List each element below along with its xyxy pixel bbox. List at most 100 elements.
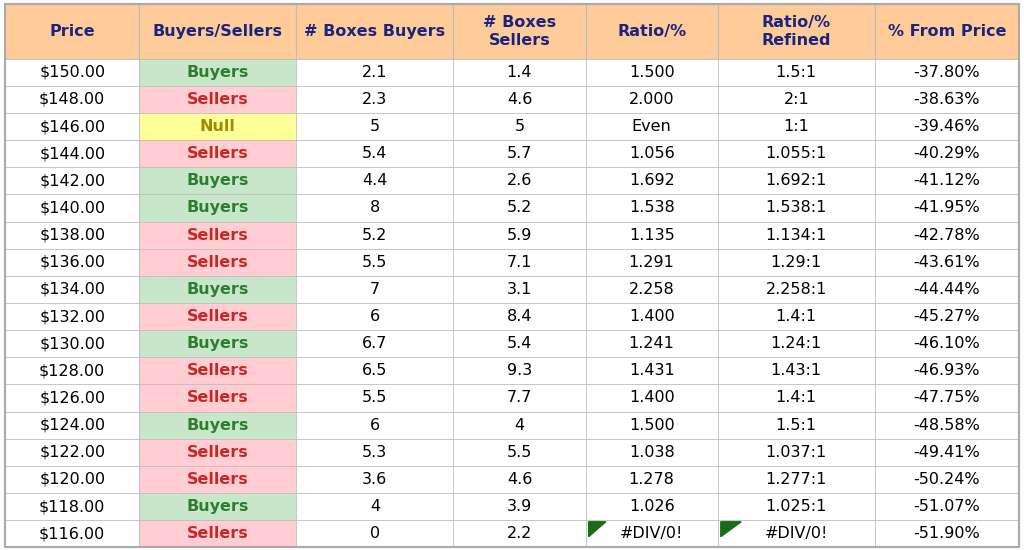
Text: 5.2: 5.2 bbox=[507, 200, 532, 216]
Bar bbox=[874, 113, 1019, 140]
Text: 1.134:1: 1.134:1 bbox=[766, 228, 827, 243]
Text: 5.7: 5.7 bbox=[507, 146, 532, 161]
Text: Sellers: Sellers bbox=[187, 146, 249, 161]
Bar bbox=[139, 194, 296, 222]
Text: #DIV/0!: #DIV/0! bbox=[765, 526, 827, 541]
Text: Sellers: Sellers bbox=[187, 445, 249, 460]
Bar bbox=[296, 358, 454, 384]
Text: 3.6: 3.6 bbox=[362, 472, 387, 487]
Text: Buyers: Buyers bbox=[186, 65, 249, 80]
Text: -37.80%: -37.80% bbox=[913, 65, 980, 80]
Bar bbox=[874, 466, 1019, 493]
Bar bbox=[874, 520, 1019, 547]
Text: 5.5: 5.5 bbox=[362, 255, 387, 270]
Bar bbox=[139, 276, 296, 303]
Text: 1.538: 1.538 bbox=[629, 200, 675, 216]
Bar bbox=[586, 276, 718, 303]
Text: 5.3: 5.3 bbox=[362, 445, 387, 460]
Text: -46.10%: -46.10% bbox=[913, 336, 980, 351]
Bar bbox=[296, 222, 454, 249]
Text: 5.2: 5.2 bbox=[362, 228, 387, 243]
Text: 7.1: 7.1 bbox=[507, 255, 532, 270]
Bar bbox=[454, 86, 586, 113]
Bar bbox=[5, 4, 139, 59]
Bar bbox=[296, 384, 454, 411]
Bar bbox=[586, 140, 718, 167]
Text: 5.5: 5.5 bbox=[507, 445, 532, 460]
Bar bbox=[874, 303, 1019, 330]
Bar bbox=[5, 194, 139, 222]
Bar bbox=[296, 86, 454, 113]
Bar bbox=[5, 86, 139, 113]
Text: Buyers: Buyers bbox=[186, 200, 249, 216]
Bar bbox=[874, 140, 1019, 167]
Bar bbox=[718, 439, 874, 466]
Text: $144.00: $144.00 bbox=[39, 146, 105, 161]
Bar bbox=[5, 330, 139, 358]
Text: 9.3: 9.3 bbox=[507, 364, 532, 378]
Text: 5: 5 bbox=[370, 119, 380, 134]
Text: $120.00: $120.00 bbox=[39, 472, 105, 487]
Text: $136.00: $136.00 bbox=[39, 255, 105, 270]
Bar bbox=[5, 249, 139, 276]
Text: 1.026: 1.026 bbox=[629, 499, 675, 514]
Text: -40.29%: -40.29% bbox=[913, 146, 980, 161]
Bar bbox=[5, 358, 139, 384]
Bar bbox=[718, 86, 874, 113]
Text: 2.258: 2.258 bbox=[629, 282, 675, 297]
Bar bbox=[296, 113, 454, 140]
Text: 3.1: 3.1 bbox=[507, 282, 532, 297]
Text: 1.500: 1.500 bbox=[629, 417, 675, 433]
Bar bbox=[139, 140, 296, 167]
Text: 1.500: 1.500 bbox=[629, 65, 675, 80]
Text: $116.00: $116.00 bbox=[39, 526, 105, 541]
Text: Buyers: Buyers bbox=[186, 173, 249, 188]
Text: -48.58%: -48.58% bbox=[913, 417, 980, 433]
Text: 5.4: 5.4 bbox=[362, 146, 387, 161]
Bar bbox=[586, 358, 718, 384]
Text: 1.5:1: 1.5:1 bbox=[776, 417, 817, 433]
Text: 5.5: 5.5 bbox=[362, 390, 387, 405]
Bar bbox=[454, 276, 586, 303]
Bar bbox=[139, 249, 296, 276]
Text: -51.90%: -51.90% bbox=[913, 526, 980, 541]
Text: 2.6: 2.6 bbox=[507, 173, 532, 188]
Bar bbox=[5, 303, 139, 330]
Bar bbox=[586, 59, 718, 86]
Bar bbox=[454, 493, 586, 520]
Text: 4.6: 4.6 bbox=[507, 472, 532, 487]
Text: 1.241: 1.241 bbox=[629, 336, 675, 351]
Bar bbox=[139, 113, 296, 140]
Bar bbox=[296, 167, 454, 194]
Bar bbox=[139, 520, 296, 547]
Bar bbox=[296, 140, 454, 167]
Bar bbox=[139, 358, 296, 384]
Bar bbox=[139, 303, 296, 330]
Text: $146.00: $146.00 bbox=[39, 119, 105, 134]
Bar bbox=[718, 276, 874, 303]
Bar bbox=[718, 303, 874, 330]
Polygon shape bbox=[589, 522, 606, 537]
Text: $124.00: $124.00 bbox=[39, 417, 105, 433]
Bar bbox=[718, 167, 874, 194]
Bar bbox=[718, 249, 874, 276]
Text: 1.400: 1.400 bbox=[629, 309, 675, 324]
Bar bbox=[874, 358, 1019, 384]
Bar bbox=[5, 276, 139, 303]
Text: 4: 4 bbox=[514, 417, 524, 433]
Bar bbox=[454, 222, 586, 249]
Bar bbox=[5, 140, 139, 167]
Text: $150.00: $150.00 bbox=[39, 65, 105, 80]
Text: # Boxes Buyers: # Boxes Buyers bbox=[304, 24, 445, 39]
Text: 6: 6 bbox=[370, 417, 380, 433]
Text: Sellers: Sellers bbox=[187, 472, 249, 487]
Bar bbox=[139, 222, 296, 249]
Text: Ratio/%: Ratio/% bbox=[617, 24, 686, 39]
Text: -43.61%: -43.61% bbox=[913, 255, 980, 270]
Text: 1.277:1: 1.277:1 bbox=[766, 472, 827, 487]
Bar bbox=[586, 466, 718, 493]
Bar bbox=[454, 411, 586, 439]
Bar bbox=[296, 330, 454, 358]
Bar bbox=[586, 330, 718, 358]
Text: 1.291: 1.291 bbox=[629, 255, 675, 270]
